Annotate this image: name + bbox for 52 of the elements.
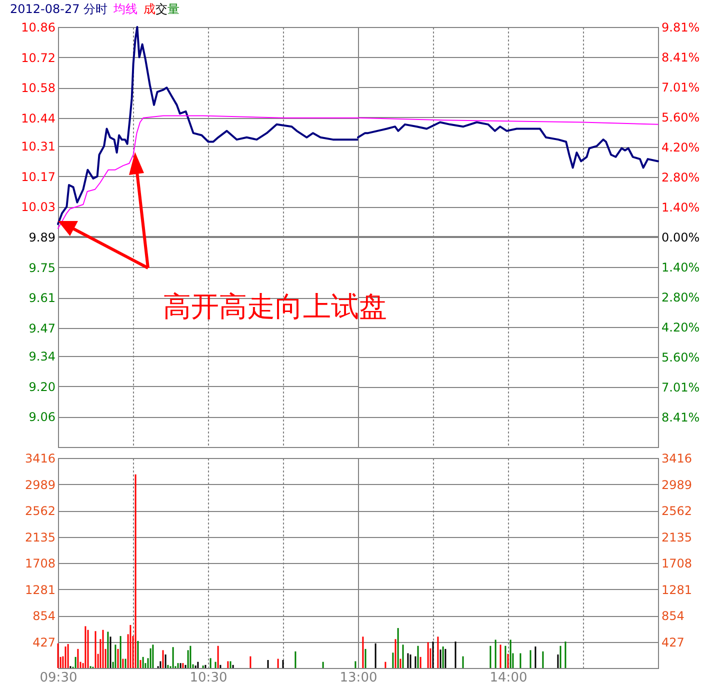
y-tick-label: 427 [32,635,56,650]
y-tick-label: 10.03 [21,200,56,214]
y2-tick-label: 2.80% [662,290,700,304]
y2-tick-label: 2562 [662,504,692,518]
y-tick-label: 3416 [24,452,56,466]
y-tick-label: 10.72 [21,50,56,65]
y-tick-label: 9.06 [28,410,56,424]
y-tick-label: 9.75 [28,260,56,275]
y-tick-label: 1281 [24,582,56,597]
y-tick-label: 2135 [24,530,56,544]
y2-tick-label: 0.00% [662,230,700,244]
y-tick-label: 2989 [24,478,56,492]
annotation: 高开高走向上试盘 [163,289,387,325]
y-tick-label: 10.44 [21,111,56,126]
y2-tick-label: 1708 [662,556,692,570]
y2-tick-label: 2989 [662,478,692,492]
y2-tick-label: 5.60% [662,350,700,364]
y2-tick-label: 854 [662,609,684,623]
y-tick-label: 10.17 [21,170,56,184]
x-tick-label: 10:30 [190,670,228,686]
y2-tick-label: 427 [662,635,684,650]
x-tick-label: 09:30 [40,670,78,686]
y2-tick-label: 5.60% [662,110,700,125]
y2-tick-label: 1.40% [662,260,700,274]
y2-tick-label: 7.01% [662,380,700,395]
y-tick-label: 9.20 [28,380,56,394]
y2-tick-label: 4.20% [662,140,700,155]
y2-tick-label: 2.80% [662,170,700,185]
y2-tick-label: 7.01% [662,80,700,94]
text: 均线 [114,2,138,16]
y-tick-label: 10.86 [21,20,56,34]
y2-tick-label: 3416 [662,452,692,466]
y-tick-label: 9.89 [28,230,56,244]
y-tick-label: 9.61 [28,291,56,306]
y-tick-label: 2562 [24,504,56,518]
y2-tick-label: 1281 [662,582,692,597]
text: 成交量 [144,2,180,16]
y-tick-label: 10.58 [21,81,56,96]
y2-tick-label: 8.41% [662,50,700,64]
y-tick-label: 10.31 [21,140,56,154]
y2-tick-label: 4.20% [662,320,700,334]
y2-tick-label: 1.40% [662,200,700,215]
y-tick-label: 854 [32,609,56,623]
y-tick-label: 1708 [24,556,56,570]
y-tick-label: 9.34 [28,350,56,364]
chart-title: 2012-08-27 分时 [10,2,108,16]
y2-tick-label: 9.81% [662,20,700,34]
y2-tick-label: 8.41% [662,410,700,425]
x-tick-label: 13:00 [340,670,378,686]
y-tick-label: 9.47 [28,321,56,336]
y2-tick-label: 2135 [662,530,692,544]
x-tick-label: 14:00 [490,670,528,686]
